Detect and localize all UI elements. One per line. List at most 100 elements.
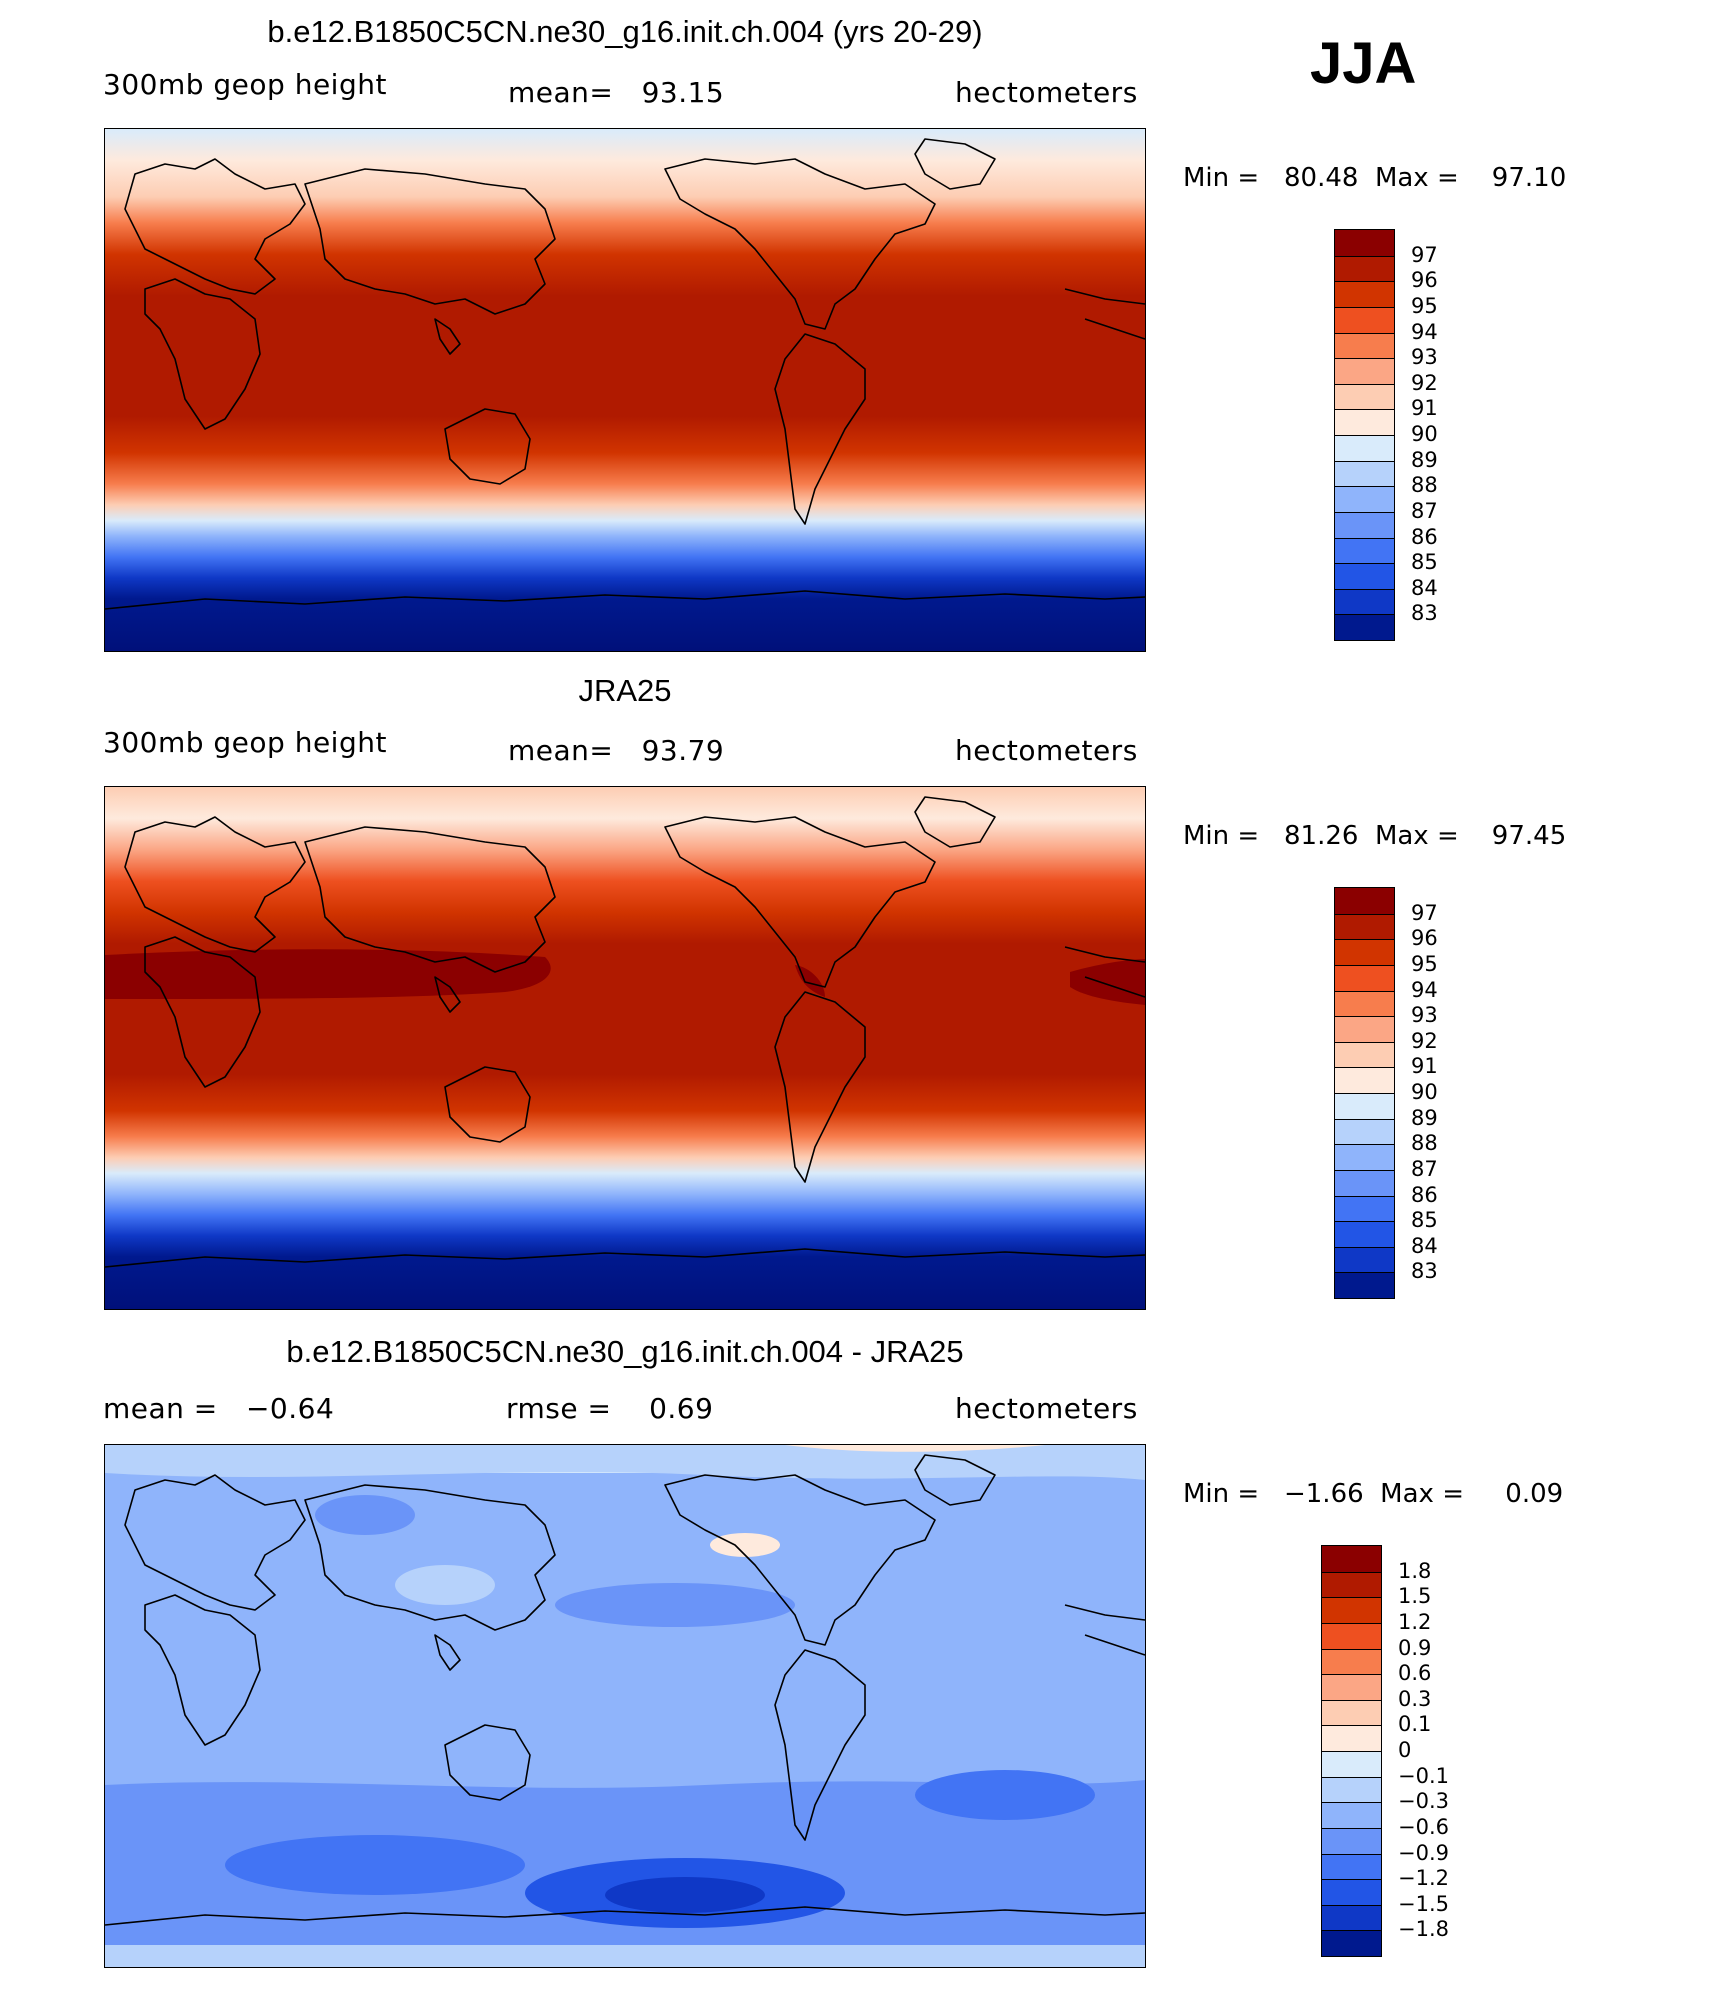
colorbar-box xyxy=(1335,964,1394,991)
colorbar-box xyxy=(1322,1546,1381,1572)
colorbar-box xyxy=(1322,1853,1381,1880)
colorbar-box xyxy=(1335,563,1394,589)
colorbar-tick-label: 87 xyxy=(1411,498,1438,523)
colorbar-tick-label: 0.6 xyxy=(1398,1661,1432,1686)
colorbar-box xyxy=(1322,1648,1381,1675)
colorbar-box xyxy=(1335,1195,1394,1222)
rmse-label-diff: rmse = 0.69 xyxy=(506,1392,714,1425)
colorbar-tick-label: 95 xyxy=(1411,951,1438,976)
colorbar-tick-label: −0.3 xyxy=(1398,1789,1449,1814)
colorbar-box xyxy=(1322,1597,1381,1623)
colorbar-tick-label: 88 xyxy=(1411,1131,1438,1156)
colorbar-box xyxy=(1322,1725,1381,1751)
colorbar-box xyxy=(1335,1272,1394,1298)
map-model xyxy=(104,128,1146,652)
map-obs xyxy=(104,786,1146,1310)
colorbar-box xyxy=(1335,913,1394,940)
mean-label-obs: mean= 93.79 xyxy=(508,734,725,767)
colorbar-box xyxy=(1322,1930,1381,1956)
colorbar-tick-label: 89 xyxy=(1411,1105,1438,1130)
colorbar-tick-label: 97 xyxy=(1411,242,1438,267)
colorbar-box xyxy=(1335,1016,1394,1042)
colorbar-diff xyxy=(1321,1545,1382,1957)
colorbar-tick-label: 93 xyxy=(1411,1003,1438,1028)
colorbar-box xyxy=(1322,1776,1381,1803)
map-obs-field xyxy=(105,787,1145,1309)
colorbar-tick-label: −0.9 xyxy=(1398,1840,1449,1865)
minmax-obs: Min = 81.26 Max = 97.45 xyxy=(1183,821,1567,851)
colorbar-tick-label: −1.8 xyxy=(1398,1917,1449,1942)
colorbar-tick-label: 86 xyxy=(1411,524,1438,549)
colorbar-tick-label: 94 xyxy=(1411,319,1438,344)
colorbar-box xyxy=(1335,588,1394,615)
colorbar-tick-label: 0 xyxy=(1398,1738,1412,1762)
colorbar-box xyxy=(1335,1144,1394,1170)
colorbar-box xyxy=(1335,230,1394,256)
colorbar-tick-label: 84 xyxy=(1411,1233,1438,1258)
colorbar-box xyxy=(1335,537,1394,564)
colorbar-box xyxy=(1335,332,1394,359)
colorbar-box xyxy=(1322,1879,1381,1905)
colorbar-tick-label: 90 xyxy=(1411,422,1438,446)
colorbar-tick-label: 84 xyxy=(1411,575,1438,600)
colorbar-box xyxy=(1335,1246,1394,1273)
colorbar-tick-label: −1.5 xyxy=(1398,1891,1449,1916)
colorbar-tick-label: −0.1 xyxy=(1398,1763,1449,1788)
colorbar-box xyxy=(1335,990,1394,1017)
colorbar-box xyxy=(1335,1041,1394,1068)
colorbar-box xyxy=(1322,1751,1381,1777)
colorbar-labels-diff: 1.8 1.5 1.2 0.9 0.6 0.3 0.1 0 −0.1 −0.3 −0.6 −0.9 −1… xyxy=(1398,1545,1488,1955)
variable-label-model: 300mb geop height xyxy=(103,68,387,101)
colorbar-box xyxy=(1335,460,1394,487)
colorbar-tick-label: 85 xyxy=(1411,550,1438,575)
colorbar-tick-label: 88 xyxy=(1411,473,1438,498)
colorbar-tick-label: 89 xyxy=(1411,447,1438,472)
panel-title-obs: JRA25 xyxy=(578,673,672,708)
colorbar-box xyxy=(1322,1904,1381,1931)
colorbar-box xyxy=(1322,1827,1381,1854)
colorbar-labels-model: 97 96 95 94 93 92 91 90 89 88 87 86 85 84 83 xyxy=(1411,229,1491,639)
colorbar-box xyxy=(1335,888,1394,914)
variable-label-obs: 300mb geop height xyxy=(103,726,387,759)
units-label-obs: hectometers xyxy=(955,734,1138,767)
colorbar-box xyxy=(1322,1571,1381,1598)
colorbar-tick-label: −1.2 xyxy=(1398,1866,1449,1891)
colorbar-box xyxy=(1335,939,1394,965)
colorbar-box xyxy=(1335,614,1394,640)
colorbar-model xyxy=(1334,229,1395,641)
colorbar-box xyxy=(1322,1699,1381,1726)
panel-title-model: b.e12.B1850C5CN.ne30_g16.init.ch.004 (yr… xyxy=(267,14,983,49)
colorbar-box xyxy=(1335,409,1394,435)
colorbar-box xyxy=(1335,511,1394,538)
map-diff-field xyxy=(105,1445,1145,1967)
panel-title-diff: b.e12.B1850C5CN.ne30_g16.init.ch.004 - J… xyxy=(286,1334,964,1369)
colorbar-box xyxy=(1335,255,1394,282)
colorbar-box xyxy=(1335,486,1394,512)
colorbar-box xyxy=(1335,358,1394,384)
units-label-diff: hectometers xyxy=(955,1392,1138,1425)
colorbar-tick-label: 0.3 xyxy=(1398,1686,1432,1711)
colorbar-box xyxy=(1335,1067,1394,1093)
minmax-diff: Min = −1.66 Max = 0.09 xyxy=(1183,1479,1564,1509)
colorbar-tick-label: 92 xyxy=(1411,1028,1438,1053)
colorbar-tick-label: 97 xyxy=(1411,900,1438,925)
mean-label-model: mean= 93.15 xyxy=(508,76,725,109)
colorbar-labels-obs: 97 96 95 94 93 92 91 90 89 88 87 86 85 84 83 xyxy=(1411,887,1491,1297)
colorbar-tick-label: 90 xyxy=(1411,1080,1438,1104)
colorbar-tick-label: 96 xyxy=(1411,268,1438,293)
colorbar-tick-label: 0.9 xyxy=(1398,1635,1432,1660)
colorbar-tick-label: 87 xyxy=(1411,1156,1438,1181)
colorbar-box xyxy=(1335,1221,1394,1247)
map-diff xyxy=(104,1444,1146,1968)
colorbar-tick-label: 83 xyxy=(1411,1259,1438,1284)
units-label-model: hectometers xyxy=(955,76,1138,109)
colorbar-tick-label: −0.6 xyxy=(1398,1814,1449,1839)
colorbar-tick-label: 91 xyxy=(1411,1054,1438,1079)
minmax-model: Min = 80.48 Max = 97.10 xyxy=(1183,163,1567,193)
colorbar-tick-label: 93 xyxy=(1411,345,1438,370)
colorbar-box xyxy=(1322,1674,1381,1700)
colorbar-tick-label: 94 xyxy=(1411,977,1438,1002)
colorbar-tick-label: 1.8 xyxy=(1398,1558,1432,1583)
colorbar-obs xyxy=(1334,887,1395,1299)
colorbar-box xyxy=(1322,1622,1381,1649)
